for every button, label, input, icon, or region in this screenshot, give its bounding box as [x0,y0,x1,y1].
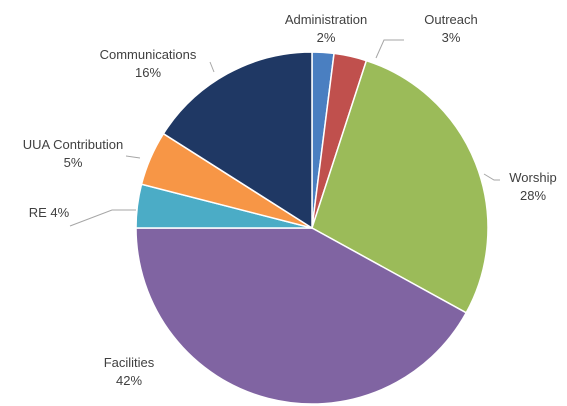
data-label-worship-line-2: 28% [520,188,546,203]
data-label-re: RE 4% [29,205,70,220]
slice-communications [162,51,313,230]
data-label-administration: Administration 2% [285,12,367,45]
data-label-facilities-line-2: 42% [116,373,142,388]
leader-line-re [69,209,136,227]
data-label-outreach-line-1: Outreach [424,12,477,27]
data-label-communications-line-2: 16% [135,65,161,80]
leader-line-outreach [375,39,404,59]
leader-lines [69,39,500,227]
leader-line-worship [483,173,500,181]
pie-slices [135,51,489,405]
data-label-outreach-line-2: 3% [442,30,461,45]
slice-worship [311,59,489,314]
data-labels: Administration 2% Outreach 3% Worship 28% Faci… [23,12,557,388]
data-label-communications: Communications 16% [100,47,197,80]
data-label-worship-line-1: Worship [509,170,556,185]
leader-line-uua-contribution [125,155,141,159]
data-label-outreach: Outreach 3% [424,12,477,45]
data-label-facilities-line-1: Facilities [104,355,155,370]
data-label-worship: Worship 28% [509,170,556,203]
leader-line-communications [209,61,215,73]
data-label-uua-contribution-line-1: UUA Contribution [23,137,123,152]
data-label-administration-line-2: 2% [317,30,336,45]
data-label-communications-line-1: Communications [100,47,197,62]
data-label-uua-contribution-line-2: 5% [64,155,83,170]
data-label-uua-contribution: UUA Contribution 5% [23,137,123,170]
data-label-facilities: Facilities 42% [104,355,155,388]
slice-facilities [135,227,468,405]
data-label-administration-line-1: Administration [285,12,367,27]
data-label-re-line-1: RE 4% [29,205,70,220]
